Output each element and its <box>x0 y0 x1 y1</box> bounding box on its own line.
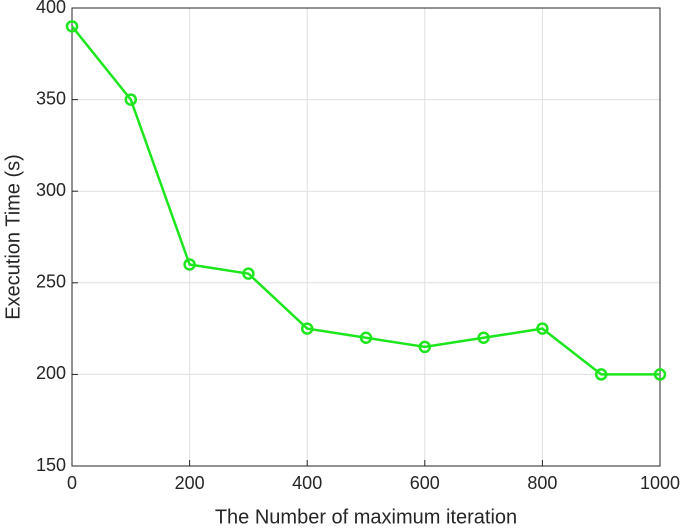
data-marker <box>183 258 196 271</box>
data-marker <box>594 368 608 381</box>
data-marker <box>242 267 255 280</box>
y-tick-label: 300 <box>36 180 66 200</box>
y-tick-label: 250 <box>36 272 66 292</box>
x-tick-label: 800 <box>527 473 557 493</box>
data-line <box>71 25 660 376</box>
x-tick-label: 600 <box>410 473 440 493</box>
data-marker <box>300 322 314 335</box>
data-marker <box>477 331 490 345</box>
y-tick-label: 400 <box>36 0 66 17</box>
data-marker <box>653 368 667 381</box>
y-tick-label: 150 <box>36 455 66 475</box>
y-tick-label: 200 <box>36 363 66 383</box>
data-marker <box>65 20 79 33</box>
y-tick-label: 350 <box>36 88 66 108</box>
y-axis-label: Execution Time (s) <box>2 154 24 320</box>
data-marker <box>418 340 432 354</box>
x-axis-label: The Number of maximum iteration <box>215 506 517 528</box>
x-tick-label: 400 <box>292 473 322 493</box>
data-marker <box>536 322 549 335</box>
x-tick-label: 200 <box>175 473 205 493</box>
x-tick-label: 0 <box>67 473 77 493</box>
x-tick-label: 1000 <box>640 473 680 493</box>
plot-frame <box>71 7 661 467</box>
data-marker <box>124 93 138 106</box>
data-marker <box>359 331 373 345</box>
